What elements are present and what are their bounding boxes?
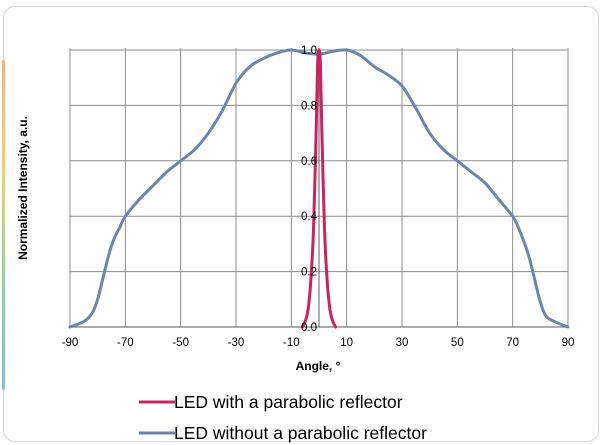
x-tick-label: 70 [506,337,519,349]
frame-accent-stripe [2,60,5,390]
grid [69,48,569,328]
chart-frame [3,6,599,442]
legend-label: LED without a parabolic reflector [174,423,427,443]
x-tick-label: -90 [62,337,79,349]
y-axis-title: Normalized Intensity, a.u. [16,116,30,260]
y-tick-label: 0.8 [301,100,317,112]
x-tick-label: -30 [228,337,245,349]
x-tick-label: -70 [117,337,134,349]
x-tick-label: -50 [172,337,189,349]
y-tick-label: 0.0 [301,322,317,334]
y-tick-label: 0.6 [301,156,317,168]
x-axis-title: Angle, ° [296,359,341,373]
y-tick-labels: 0.0 0.2 0.4 0.6 0.8 1.0 [301,45,318,334]
x-tick-labels: -90 -70 -50 -30 -10 10 30 50 70 90 [62,337,575,349]
legend-label: LED with a parabolic reflector [174,392,403,412]
legend: LED with a parabolic reflector LED withou… [139,392,427,443]
series-layer [68,48,570,329]
x-tick-label: 90 [562,337,575,349]
x-tick-label: 50 [451,337,464,349]
x-tick-label: 10 [340,337,353,349]
series-line-with-reflector [300,48,338,329]
x-tick-label: 30 [396,337,409,349]
y-tick-label: 0.2 [301,267,317,279]
y-tick-label: 1.0 [301,45,317,57]
x-tick-label: -10 [283,337,300,349]
y-tick-label: 0.4 [301,211,318,223]
